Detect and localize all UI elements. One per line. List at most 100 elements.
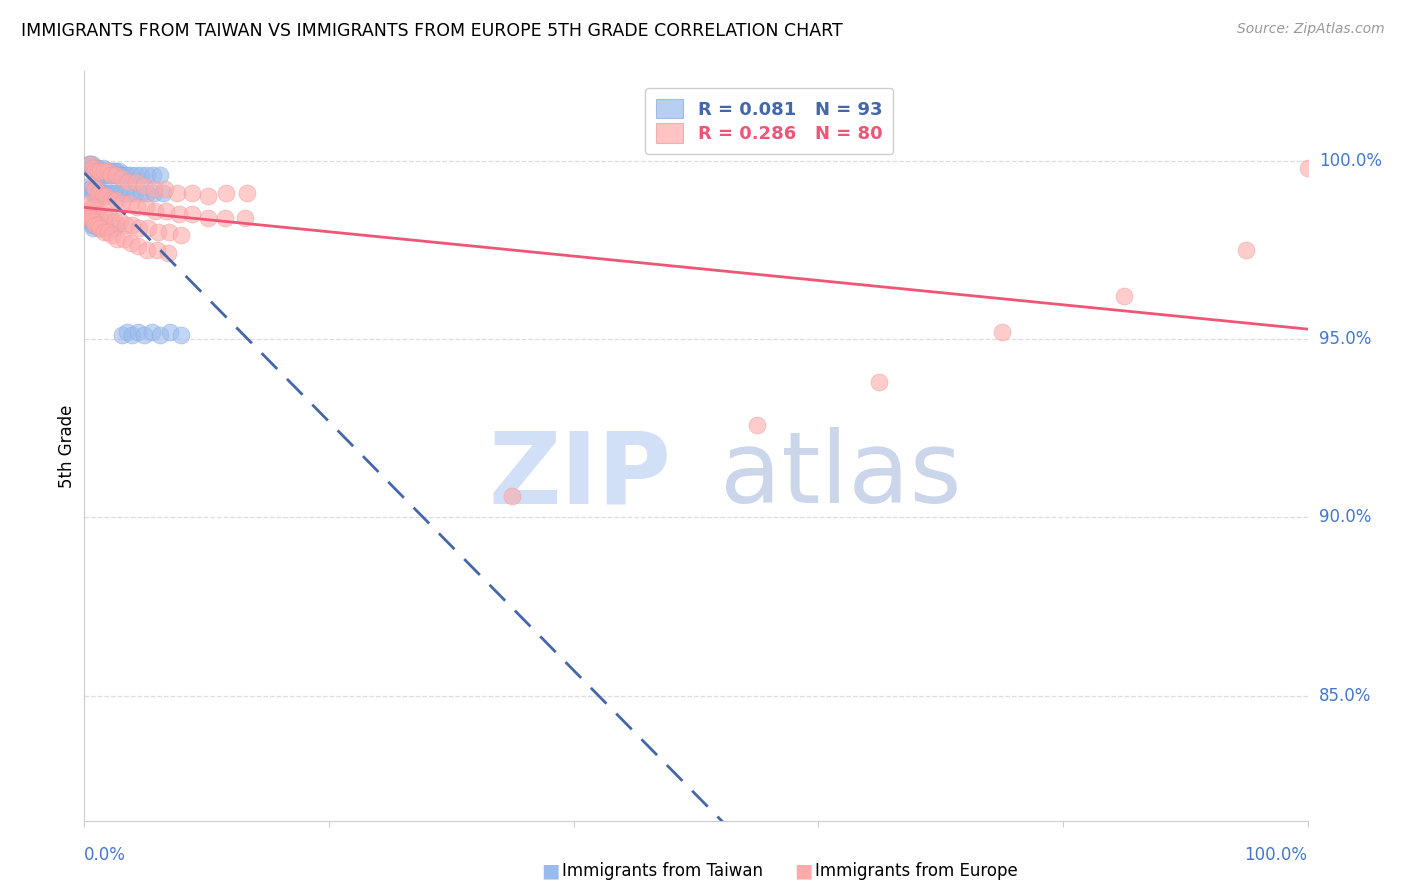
Point <box>166 186 188 200</box>
Point <box>82 161 104 175</box>
Point <box>79 214 101 228</box>
Point <box>149 168 172 182</box>
Point <box>156 246 179 260</box>
Point <box>97 164 120 178</box>
Point <box>214 211 236 225</box>
Point <box>83 164 105 178</box>
Point <box>80 161 103 175</box>
Point <box>101 168 124 182</box>
Point <box>112 232 135 246</box>
Point <box>84 161 107 175</box>
Point <box>105 232 128 246</box>
Point <box>86 218 108 232</box>
Point <box>89 164 111 178</box>
Point <box>121 218 143 232</box>
Point <box>77 211 100 225</box>
Point <box>105 186 128 200</box>
Point <box>86 203 108 218</box>
Y-axis label: 5th Grade: 5th Grade <box>58 404 76 488</box>
Point <box>94 186 117 200</box>
Point <box>91 207 114 221</box>
Point <box>82 164 104 178</box>
Point <box>97 221 120 235</box>
Point <box>89 218 111 232</box>
Point <box>87 186 110 200</box>
Point <box>98 186 121 200</box>
Text: Source: ZipAtlas.com: Source: ZipAtlas.com <box>1237 22 1385 37</box>
Point <box>84 164 107 178</box>
Point <box>181 207 204 221</box>
Point <box>121 328 143 343</box>
Point <box>96 189 118 203</box>
Point <box>118 186 141 200</box>
Point <box>77 178 100 193</box>
Point <box>1114 289 1136 303</box>
Point <box>120 168 142 182</box>
Point <box>104 214 127 228</box>
Point <box>80 200 103 214</box>
Point <box>747 417 769 432</box>
Point <box>143 186 166 200</box>
Point <box>97 164 120 178</box>
Point <box>105 164 128 178</box>
Point <box>80 157 103 171</box>
Point <box>93 225 115 239</box>
Point <box>97 225 120 239</box>
Point <box>135 243 157 257</box>
Point <box>135 168 157 182</box>
Point <box>77 211 100 225</box>
Point <box>136 221 159 235</box>
Point <box>125 168 148 182</box>
Point <box>97 164 120 178</box>
Point <box>87 186 110 200</box>
Point <box>79 157 101 171</box>
Point <box>86 164 108 178</box>
Text: IMMIGRANTS FROM TAIWAN VS IMMIGRANTS FROM EUROPE 5TH GRADE CORRELATION CHART: IMMIGRANTS FROM TAIWAN VS IMMIGRANTS FRO… <box>21 22 842 40</box>
Point <box>84 164 107 178</box>
Point <box>129 168 152 182</box>
Point <box>153 182 176 196</box>
Point <box>135 200 157 214</box>
Point <box>83 200 105 214</box>
Point <box>127 239 149 253</box>
Point <box>111 328 134 343</box>
Point <box>93 168 115 182</box>
Point <box>94 164 117 178</box>
Text: ■: ■ <box>794 862 813 880</box>
Text: 0.0%: 0.0% <box>84 846 127 863</box>
Text: 100.0%: 100.0% <box>1319 152 1382 169</box>
Point <box>84 214 107 228</box>
Point <box>103 186 125 200</box>
Text: 85.0%: 85.0% <box>1319 687 1371 705</box>
Point <box>100 193 122 207</box>
Point <box>80 218 103 232</box>
Text: ZIP: ZIP <box>489 427 672 524</box>
Point <box>87 164 110 178</box>
Point <box>141 325 163 339</box>
Point <box>86 186 108 200</box>
Point <box>82 161 104 175</box>
Text: atlas: atlas <box>720 427 962 524</box>
Point <box>120 235 142 250</box>
Point <box>152 186 174 200</box>
Point <box>149 328 172 343</box>
Point <box>84 182 107 196</box>
Point <box>125 200 148 214</box>
Point <box>101 228 124 243</box>
Point <box>124 186 146 200</box>
Point <box>111 168 134 182</box>
Point <box>82 221 104 235</box>
Text: Immigrants from Europe: Immigrants from Europe <box>815 863 1018 880</box>
Point <box>103 164 125 178</box>
Text: Immigrants from Taiwan: Immigrants from Taiwan <box>562 863 763 880</box>
Point <box>103 221 125 235</box>
Point <box>96 211 118 225</box>
Point <box>89 221 111 235</box>
Point <box>105 218 128 232</box>
Point <box>990 325 1012 339</box>
Point <box>115 218 138 232</box>
Point <box>127 325 149 339</box>
Point <box>105 168 128 182</box>
Point <box>89 186 111 200</box>
Point <box>87 168 110 182</box>
